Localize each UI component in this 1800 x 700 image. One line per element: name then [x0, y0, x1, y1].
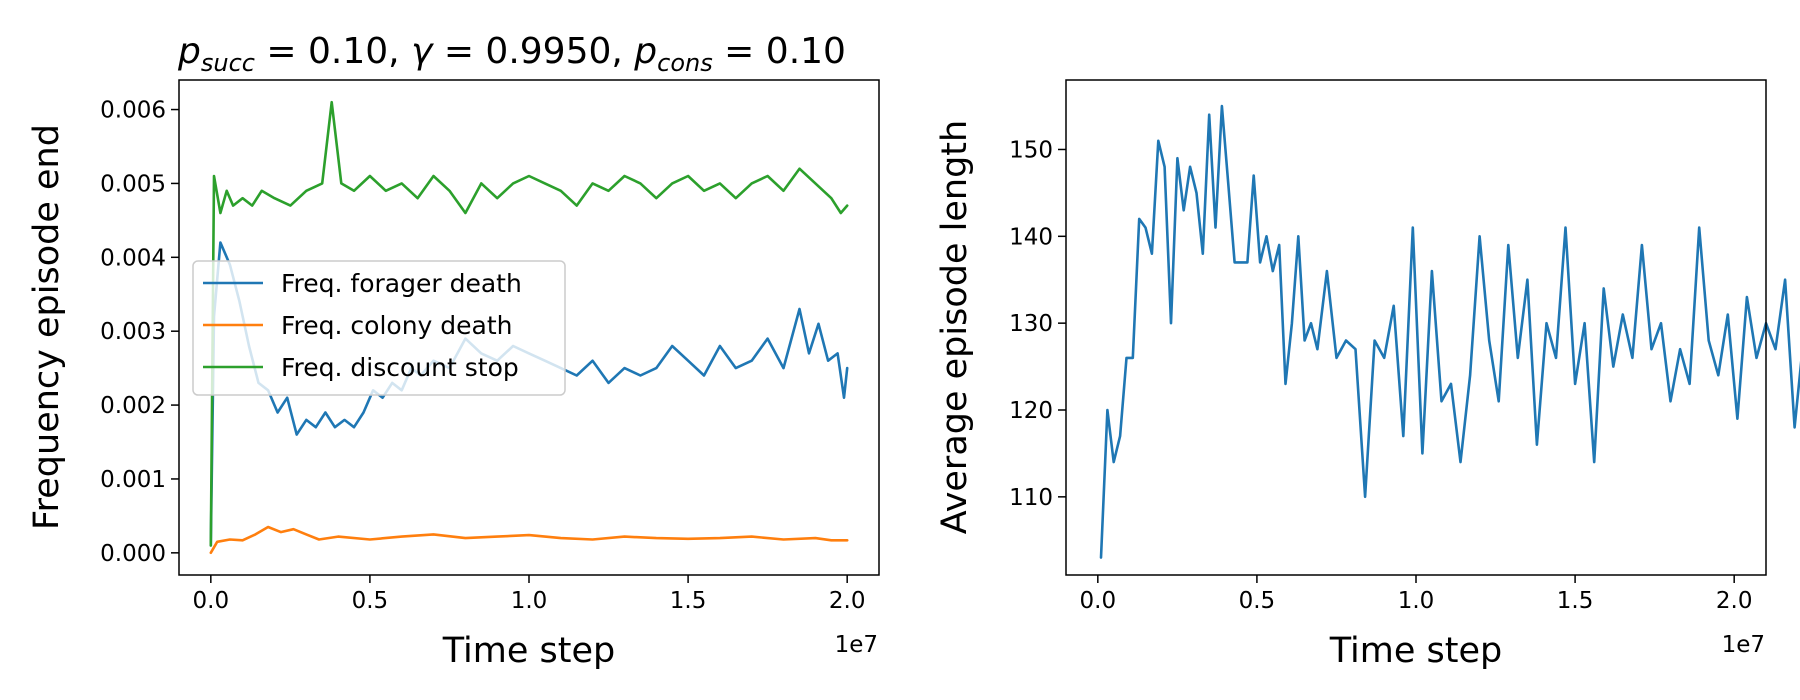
right-y-tick-label: 140 — [1009, 224, 1053, 250]
left-y-tick-label: 0.003 — [100, 319, 166, 345]
title-p-succ-symbol: p — [177, 31, 201, 72]
right-x-offset-label: 1e7 — [1722, 632, 1765, 658]
left-y-tick-label: 0.006 — [100, 98, 166, 124]
left-x-tick-label: 0.0 — [193, 588, 230, 614]
right-x-tick-label: 0.0 — [1080, 588, 1117, 614]
right-y-tick-label: 120 — [1009, 398, 1053, 424]
legend-label-colony-death: Freq. colony death — [281, 311, 513, 340]
legend-label-discount-stop: Freq. discount stop — [281, 353, 519, 382]
left-chart-title: psucc = 0.10, γ = 0.9950, pcons = 0.10 — [177, 31, 846, 77]
title-p-cons-value: = 0.10 — [713, 31, 846, 72]
left-line-freq-colony-death — [209, 525, 849, 555]
title-p-succ-subscript: succ — [201, 49, 255, 77]
left-axis-ticks: 0.0 0.5 1.0 1.5 2.0 0.000 0.001 0.002 0.003 0.004… — [100, 98, 865, 614]
left-x-offset-label: 1e7 — [835, 632, 878, 658]
right-y-tick-label: 110 — [1009, 485, 1053, 511]
title-gamma-value: = 0.9950, — [432, 31, 634, 72]
legend-box — [192, 260, 566, 396]
left-x-tick-label: 1.0 — [511, 588, 548, 614]
legend-label-forager-death: Freq. forager death — [281, 269, 522, 298]
left-chart-panel: psucc = 0.10, γ = 0.9950, pcons = 0.10 0… — [27, 31, 880, 671]
right-x-tick-label: 1.0 — [1398, 588, 1435, 614]
left-y-tick-label: 0.004 — [100, 245, 166, 271]
left-y-axis-label: Frequency episode end — [27, 124, 67, 530]
right-line-series — [1099, 104, 1800, 559]
right-y-tick-label: 150 — [1009, 137, 1053, 163]
title-gamma-symbol: γ — [411, 31, 434, 72]
left-y-tick-label: 0.005 — [100, 171, 166, 197]
left-legend: Freq. forager death Freq. colony death F… — [192, 260, 566, 396]
left-y-tick-label: 0.002 — [100, 393, 166, 419]
right-y-tick-label: 130 — [1009, 311, 1053, 337]
left-x-tick-label: 0.5 — [352, 588, 389, 614]
right-y-axis-label: Average episode length — [935, 120, 975, 534]
right-x-tick-label: 2.0 — [1716, 588, 1753, 614]
title-p-cons-subscript: cons — [657, 49, 713, 77]
left-y-tick-label: 0.000 — [100, 541, 166, 567]
title-p-succ-value: = 0.10, — [255, 31, 411, 72]
left-y-tick-label: 0.001 — [100, 467, 166, 493]
right-chart-panel: 0.0 0.5 1.0 1.5 2.0 110 120 130 140 150 Time step… — [935, 79, 1800, 671]
title-p-cons-symbol: p — [633, 31, 657, 72]
left-line-freq-discount-stop — [209, 100, 849, 547]
right-axis-ticks: 0.0 0.5 1.0 1.5 2.0 110 120 130 140 150 — [1009, 137, 1752, 614]
left-x-tick-label: 1.5 — [670, 588, 707, 614]
left-x-axis-label: Time step — [442, 631, 616, 671]
right-x-tick-label: 1.5 — [1557, 588, 1594, 614]
right-x-tick-label: 0.5 — [1239, 588, 1276, 614]
right-x-axis-label: Time step — [1329, 631, 1503, 671]
left-x-tick-label: 2.0 — [829, 588, 866, 614]
right-series-group — [1099, 104, 1800, 559]
